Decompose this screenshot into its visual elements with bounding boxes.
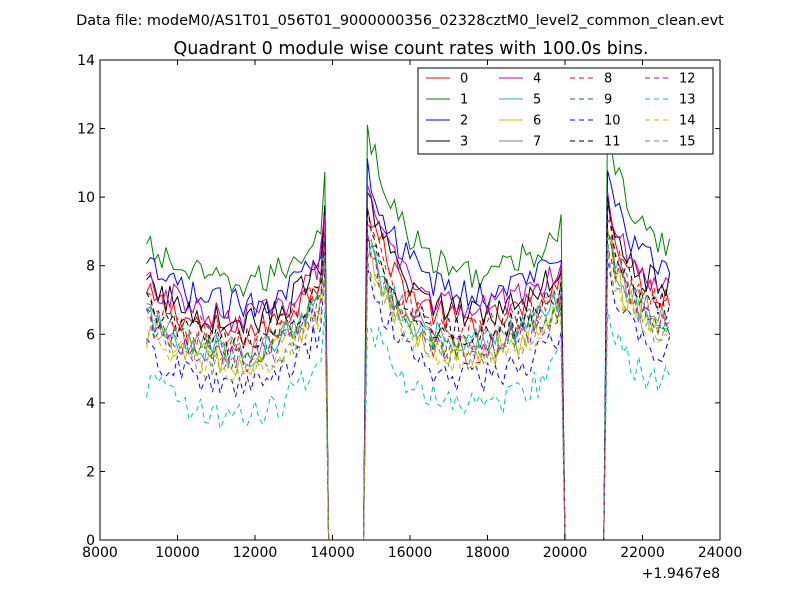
series-line-15 (146, 237, 670, 540)
x-tick-label: 8000 (82, 545, 118, 561)
x-tick-label: 14000 (310, 545, 355, 561)
x-tick-label: 24000 (698, 545, 743, 561)
series-line-1 (146, 108, 671, 540)
legend-label-1: 1 (460, 93, 468, 108)
y-tick-label: 0 (86, 533, 95, 549)
legend-label-2: 2 (460, 114, 468, 129)
series-line-8 (146, 217, 671, 540)
series-layer (146, 108, 671, 540)
x-offset-label: +1.9467e8 (642, 566, 720, 582)
legend-label-8: 8 (604, 72, 612, 87)
legend-label-13: 13 (679, 93, 696, 108)
legend-label-9: 9 (604, 93, 612, 108)
y-tick-label: 10 (77, 190, 95, 206)
x-tick-label: 20000 (543, 545, 588, 561)
legend-label-3: 3 (460, 135, 468, 150)
legend-label-15: 15 (679, 135, 696, 150)
x-tick-label: 22000 (620, 545, 665, 561)
legend-label-10: 10 (604, 114, 621, 129)
chart-title: Quadrant 0 module wise count rates with … (174, 39, 649, 59)
legend-box (417, 67, 714, 155)
series-line-2 (146, 158, 671, 540)
x-tick-label: 10000 (155, 545, 200, 561)
x-tick-label: 12000 (233, 545, 278, 561)
x-tick-label: 16000 (388, 545, 433, 561)
x-axis: 8000 10000 12000 14000 16000 18000 20000 22000 2… (82, 60, 742, 561)
legend-label-12: 12 (679, 72, 696, 87)
series-line-3 (146, 190, 671, 540)
y-tick-label: 4 (86, 396, 95, 412)
y-tick-label: 6 (86, 327, 95, 343)
legend-label-5: 5 (533, 93, 541, 108)
legend-label-6: 6 (533, 114, 541, 129)
series-line-0 (146, 194, 671, 540)
y-tick-label: 8 (86, 259, 95, 275)
y-tick-label: 14 (77, 53, 95, 69)
legend-label-0: 0 (460, 72, 468, 87)
legend-label-4: 4 (533, 72, 541, 87)
series-line-13 (146, 308, 671, 540)
series-line-11 (146, 195, 671, 540)
y-tick-label: 2 (86, 464, 95, 480)
figure-suptitle: Data file: modeM0/AS1T01_056T01_90000003… (76, 13, 724, 29)
y-tick-label: 12 (77, 122, 95, 138)
series-line-4 (146, 184, 670, 540)
x-tick-label: 18000 (465, 545, 510, 561)
legend-label-14: 14 (679, 114, 696, 129)
legend-label-7: 7 (533, 135, 541, 150)
legend-label-11: 11 (604, 135, 621, 150)
